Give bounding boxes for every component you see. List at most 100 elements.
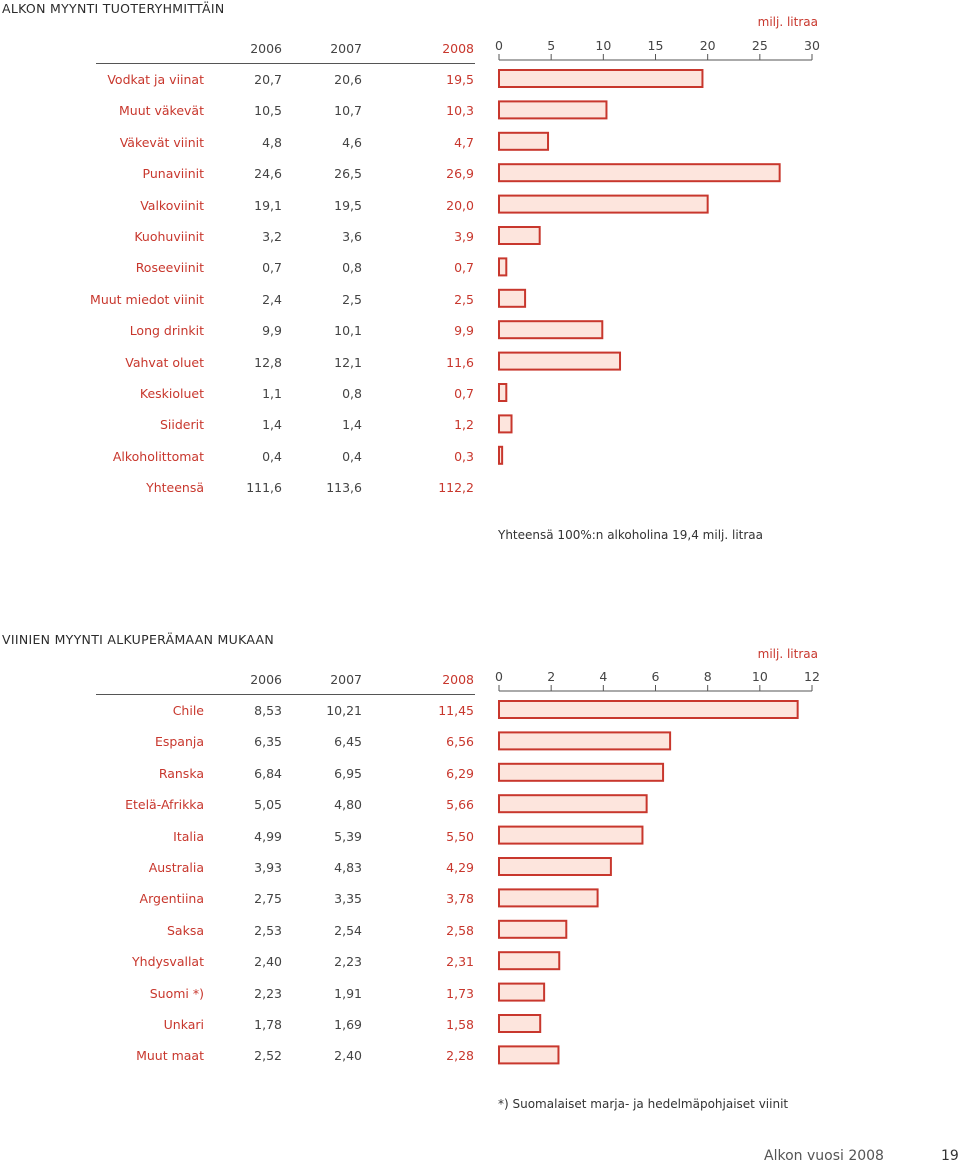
bar [498,414,513,434]
bar [498,69,704,88]
value-2006: 3,93 [254,860,282,875]
bar [498,888,599,908]
x-tick-label: 20 [700,38,716,53]
category-label: Australia [148,860,204,875]
value-2008: 0,3 [454,448,474,464]
x-tick-label: 30 [804,38,820,53]
value-2007: 3,35 [334,891,362,907]
x-tick-label: 6 [652,669,660,684]
bar [498,163,781,183]
category-label: Chile [172,703,204,718]
value-2008: 1,58 [446,1017,474,1032]
value-2007: 1,91 [334,985,362,1001]
category-label: Etelä-Afrikka [125,797,204,813]
x-tick-label: 15 [648,38,664,53]
value-2006: 4,8 [262,134,282,150]
value-2008: 0,7 [454,386,474,401]
chart2-title: VIINIEN MYYNTI ALKUPERÄMAAN MUKAAN [2,632,275,647]
category-label: Saksa [166,922,204,938]
total-value-2007: 113,6 [326,480,362,496]
value-2006: 1,4 [262,417,282,433]
value-2006: 20,7 [254,72,282,87]
category-label: Argentiina [139,891,204,907]
value-2006: 2,40 [254,954,282,970]
value-2008: 2,5 [454,291,474,307]
category-label: Roseeviinit [135,260,204,276]
value-2007: 2,40 [334,1048,362,1064]
x-tick-label: 10 [595,38,611,53]
x-tick-label: 8 [704,669,712,684]
chart2-header-rule [96,694,475,695]
total-value-2006: 111,6 [246,480,282,496]
value-2007: 2,5 [342,291,362,307]
x-tick-label: 5 [547,38,555,53]
value-2006: 2,75 [254,891,282,907]
value-2006: 6,84 [254,765,282,781]
value-2008: 3,9 [454,229,474,244]
value-2008: 0,7 [454,260,474,276]
value-2006: 19,1 [254,197,282,213]
chart1-title: ALKON MYYNTI TUOTERYHMITTÄIN [2,1,225,16]
bar [498,982,546,1002]
value-2007: 20,6 [334,72,362,87]
category-label: Suomi *) [149,985,204,1001]
value-2007: 3,6 [342,229,362,244]
bar [498,1014,542,1033]
total-value-2008: 112,2 [438,480,474,496]
x-tick-label: 4 [599,669,607,684]
chart2-year-header-2008: 2008 [442,672,474,687]
chart1-bars: 0 5 10 15 20 25 30 [495,38,820,465]
value-2008: 19,5 [446,72,474,87]
chart1-unit: milj. litraa [757,15,818,29]
value-2008: 2,31 [446,954,474,970]
value-2007: 10,7 [334,103,362,119]
footer-page-number: 19 [941,1148,959,1164]
value-2006: 2,4 [262,291,282,307]
value-2006: 0,7 [262,260,282,276]
x-tick-label: 0 [495,669,503,684]
value-2007: 10,21 [326,703,362,718]
category-label: Vahvat oluet [125,354,204,370]
value-2007: 0,8 [342,386,362,401]
value-2008: 1,2 [454,417,474,433]
value-2007: 0,8 [342,260,362,276]
x-tick-label: 25 [752,38,768,53]
category-label: Italia [173,828,204,844]
chart1-year-header-2008: 2008 [442,41,474,56]
category-label: Keskioluet [139,386,204,401]
bar [498,100,608,120]
bar [498,700,799,719]
chart2-year-header-2006: 2006 [250,672,282,687]
chart2-unit: milj. litraa [757,647,818,661]
value-2008: 4,29 [446,860,474,875]
value-2008: 20,0 [446,197,474,213]
category-label: Ranska [158,765,204,781]
category-label: Väkevät viinit [119,134,204,150]
value-2008: 6,56 [446,734,474,750]
bar [498,257,508,277]
value-2007: 2,23 [334,954,362,970]
category-label: Espanja [154,734,204,750]
category-label: Long drinkit [129,323,204,339]
bar [498,951,561,971]
category-label: Muut maat [136,1048,204,1064]
value-2006: 9,9 [262,323,282,339]
category-label: Yhdysvallat [132,954,204,970]
category-label: Kuohuviinit [134,229,204,244]
value-2007: 4,6 [342,134,362,150]
bar [498,794,648,814]
chart1-header-rule [96,63,475,64]
category-label: Alkoholittomat [112,448,204,464]
category-label: Muut väkevät [118,103,204,119]
value-2008: 26,9 [446,166,474,182]
value-2007: 6,95 [334,765,362,781]
chart1-year-header-2007: 2007 [330,41,362,56]
value-2007: 4,83 [334,860,362,875]
chart2-year-header-2007: 2007 [330,672,362,687]
bar [498,320,604,340]
bar [498,825,644,845]
chart2-footnote: *) Suomalaiset marja- ja hedelmäpohjaise… [498,1097,789,1111]
value-2007: 26,5 [334,166,362,182]
value-2008: 11,6 [446,354,474,370]
value-2008: 6,29 [446,765,474,781]
